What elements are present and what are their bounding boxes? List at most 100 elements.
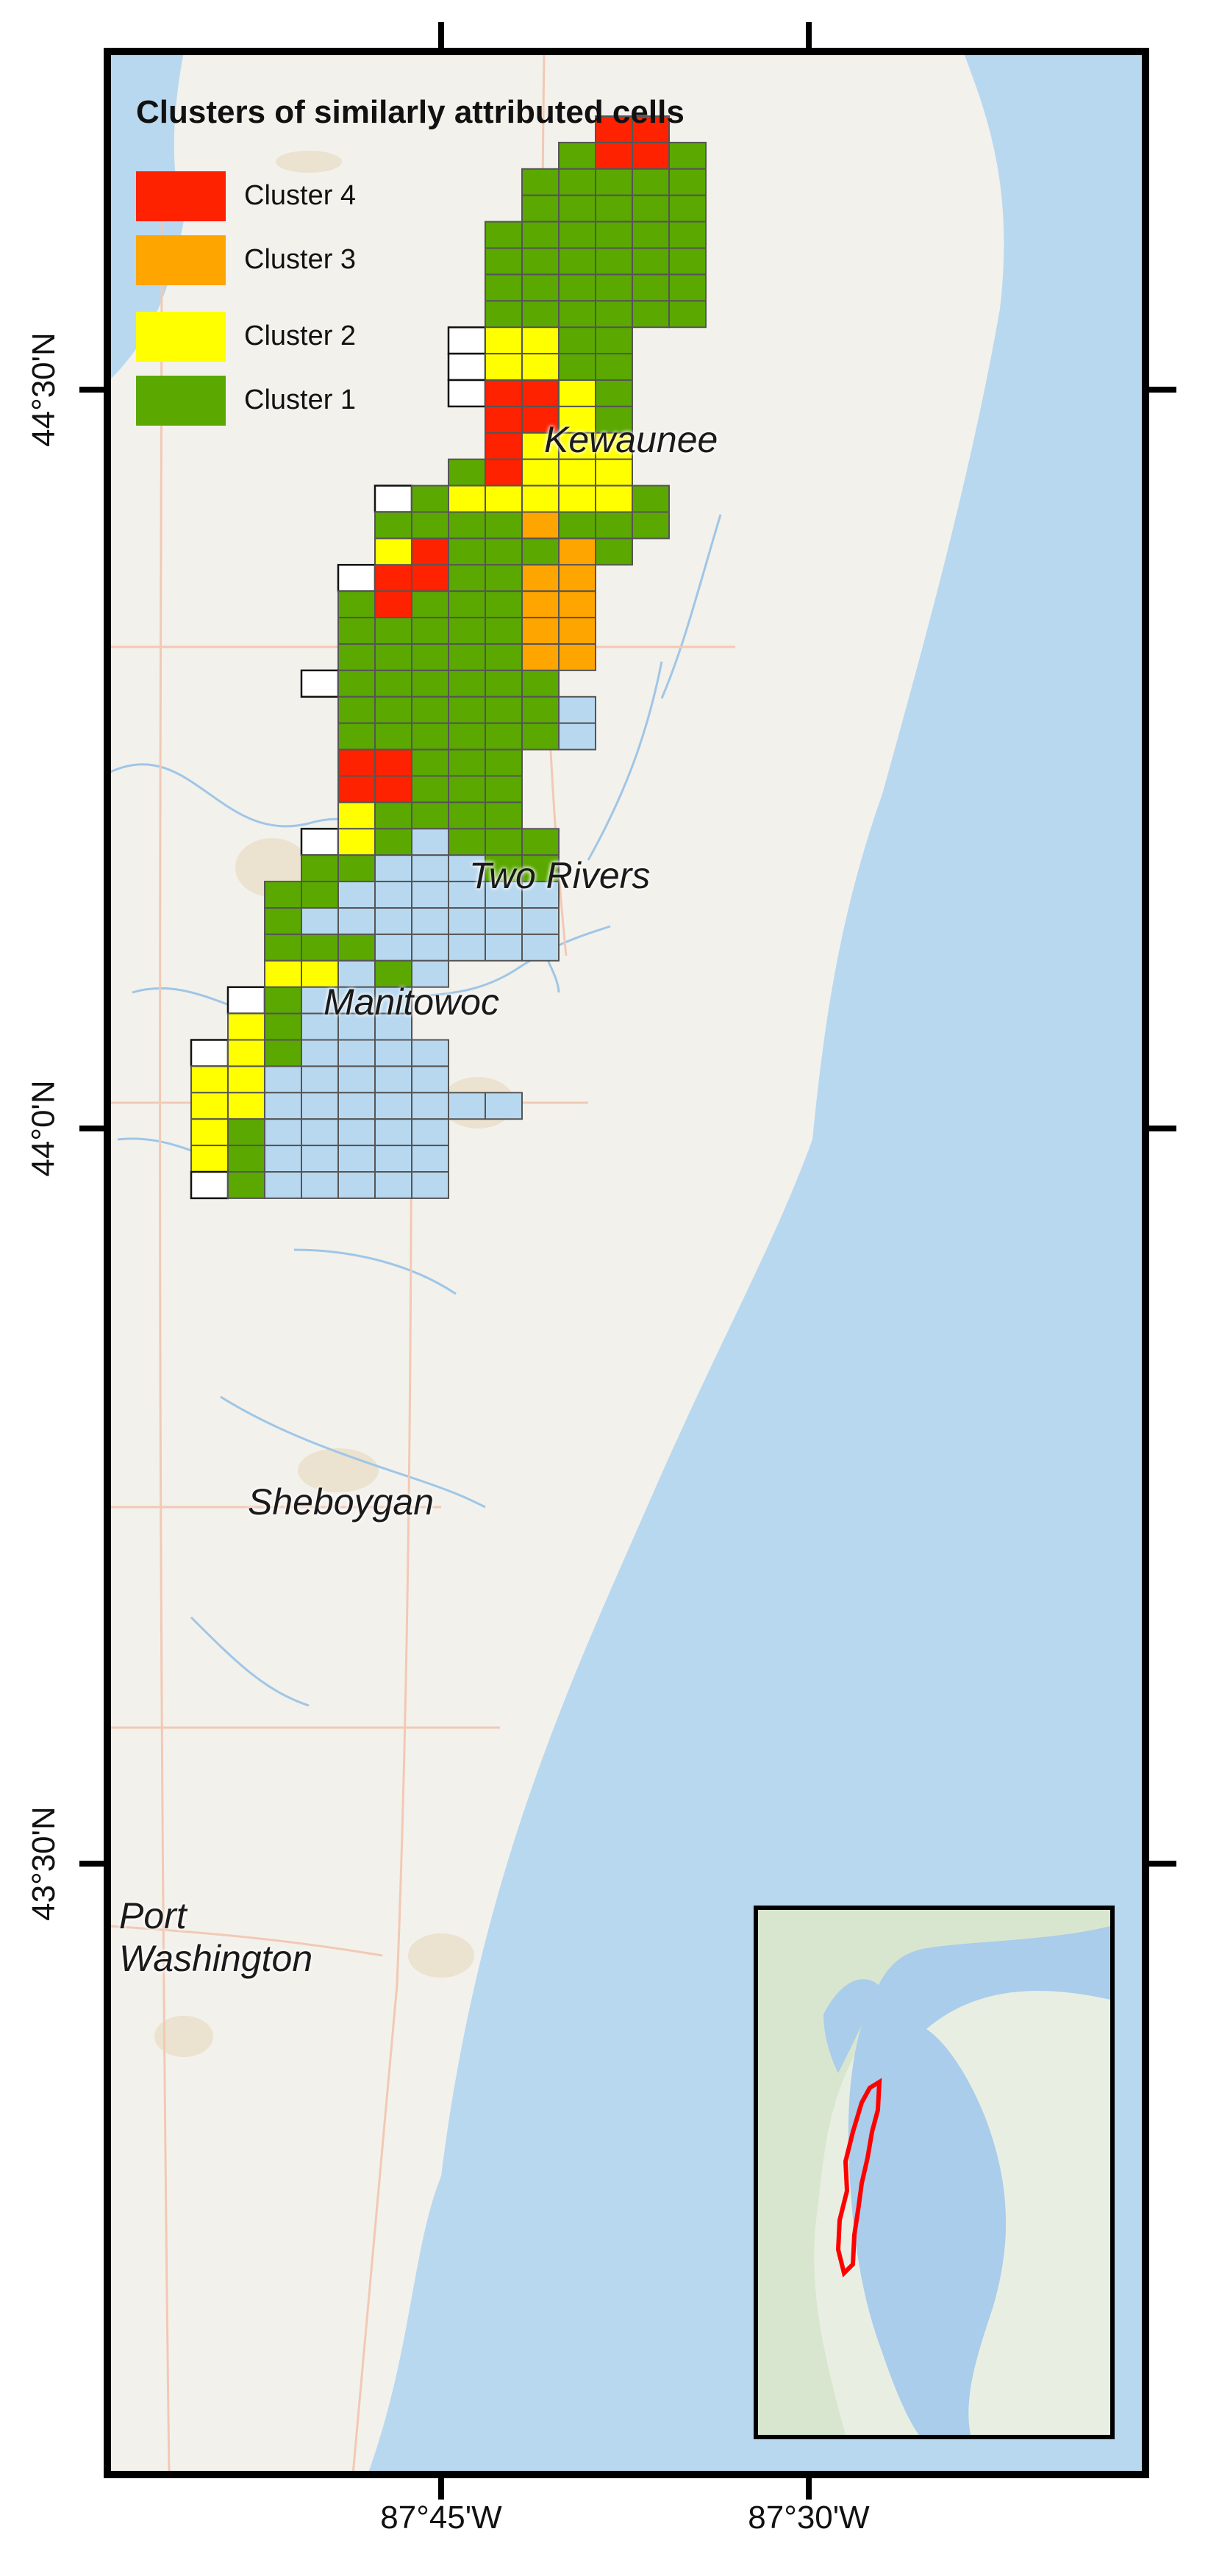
- cell-cluster-1: [521, 247, 560, 276]
- cell-cluster-2: [595, 458, 633, 487]
- cell-cluster-1: [301, 881, 339, 909]
- place-label-sheboygan: Sheboygan: [248, 1481, 435, 1523]
- cell-water: [374, 1118, 412, 1147]
- cell-cluster-1: [264, 1012, 302, 1041]
- cell-water: [558, 695, 596, 724]
- cell-cluster-2: [227, 1012, 265, 1041]
- cell-cluster-1: [337, 722, 376, 751]
- cell-cluster-4: [337, 748, 376, 777]
- cell-empty: [447, 379, 487, 408]
- legend-item-cluster-4: Cluster 4: [136, 171, 504, 223]
- town-area: [276, 151, 342, 173]
- cell-cluster-1: [448, 801, 486, 830]
- cell-cluster-1: [411, 775, 449, 804]
- cell-cluster-1: [485, 722, 523, 751]
- cell-cluster-2: [558, 379, 596, 407]
- cell-cluster-1: [558, 247, 596, 276]
- cell-cluster-1: [595, 221, 633, 249]
- cell-cluster-1: [448, 643, 486, 671]
- cell-cluster-4: [411, 564, 449, 593]
- town-area: [408, 1933, 474, 1978]
- cell-empty: [337, 564, 376, 593]
- cell-cluster-1: [521, 695, 560, 724]
- cell-water: [411, 1118, 449, 1147]
- legend-label: Cluster 4: [244, 180, 357, 211]
- cell-water: [264, 1065, 302, 1094]
- cell-cluster-1: [485, 828, 523, 856]
- place-label-port-washington: Port Washington: [119, 1895, 313, 1979]
- cell-cluster-2: [227, 1092, 265, 1120]
- cell-cluster-2: [521, 484, 560, 513]
- cell-water: [337, 1039, 376, 1067]
- cell-water: [521, 907, 560, 935]
- cell-cluster-2: [558, 458, 596, 487]
- inset-lake-michigan: [848, 1926, 1110, 2435]
- cell-water: [411, 1145, 449, 1173]
- cell-cluster-2: [190, 1092, 229, 1120]
- cell-water: [264, 1118, 302, 1147]
- cell-cluster-4: [485, 458, 523, 487]
- cell-cluster-3: [558, 564, 596, 593]
- cell-empty: [226, 986, 266, 1015]
- cell-water: [374, 1065, 412, 1094]
- cell-water: [374, 907, 412, 935]
- cell-water: [301, 1039, 339, 1067]
- latitude-label: 44°30'N: [26, 332, 62, 447]
- inset-study-area-outline: [835, 2078, 882, 2278]
- cell-cluster-3: [558, 617, 596, 645]
- cell-cluster-1: [448, 511, 486, 540]
- cell-cluster-3: [521, 590, 560, 619]
- cell-cluster-1: [411, 484, 449, 513]
- cell-cluster-1: [521, 722, 560, 751]
- cell-water: [337, 1065, 376, 1094]
- cell-cluster-1: [374, 695, 412, 724]
- legend-swatch: [136, 235, 226, 285]
- cell-cluster-1: [411, 695, 449, 724]
- cell-cluster-1: [448, 669, 486, 698]
- legend-title: Clusters of similarly attributed cells: [136, 94, 685, 130]
- cell-cluster-4: [485, 379, 523, 407]
- cell-cluster-2: [521, 458, 560, 487]
- cell-water: [337, 881, 376, 909]
- cell-water: [337, 1171, 376, 1199]
- cell-cluster-1: [264, 881, 302, 909]
- cell-cluster-1: [632, 511, 670, 540]
- inset-green-bay: [823, 1979, 879, 2073]
- cell-cluster-1: [595, 379, 633, 407]
- cell-cluster-1: [558, 353, 596, 382]
- cell-water: [264, 1171, 302, 1199]
- longitude-label: 87°30'W: [748, 2500, 870, 2536]
- cell-water: [301, 1171, 339, 1199]
- cell-cluster-1: [374, 617, 412, 645]
- cell-cluster-1: [632, 300, 670, 329]
- cell-cluster-3: [521, 511, 560, 540]
- cell-cluster-1: [374, 669, 412, 698]
- cell-water: [374, 986, 412, 1015]
- legend-label: Cluster 3: [244, 244, 357, 275]
- cell-cluster-1: [448, 748, 486, 777]
- cell-cluster-4: [374, 748, 412, 777]
- cell-cluster-2: [521, 326, 560, 355]
- cell-water: [411, 854, 449, 883]
- cell-cluster-1: [411, 748, 449, 777]
- cell-cluster-1: [264, 1039, 302, 1067]
- cell-water: [301, 1145, 339, 1173]
- cell-grid: [190, 115, 707, 1200]
- cell-cluster-1: [558, 168, 596, 196]
- cell-cluster-1: [485, 564, 523, 593]
- cell-cluster-3: [521, 564, 560, 593]
- cell-water: [301, 1092, 339, 1120]
- legend-label: Cluster 1: [244, 384, 357, 415]
- cell-water: [374, 1092, 412, 1120]
- cell-cluster-2: [190, 1118, 229, 1147]
- cell-cluster-1: [485, 695, 523, 724]
- cell-cluster-1: [448, 590, 486, 619]
- cell-cluster-2: [227, 1065, 265, 1094]
- cell-cluster-1: [374, 722, 412, 751]
- cell-cluster-3: [521, 617, 560, 645]
- lake-michigan-water: [368, 51, 1146, 2475]
- cell-cluster-2: [558, 405, 596, 434]
- place-label-kewaunee: Kewaunee: [544, 419, 718, 460]
- cell-cluster-1: [632, 221, 670, 249]
- legend-swatch: [136, 376, 226, 426]
